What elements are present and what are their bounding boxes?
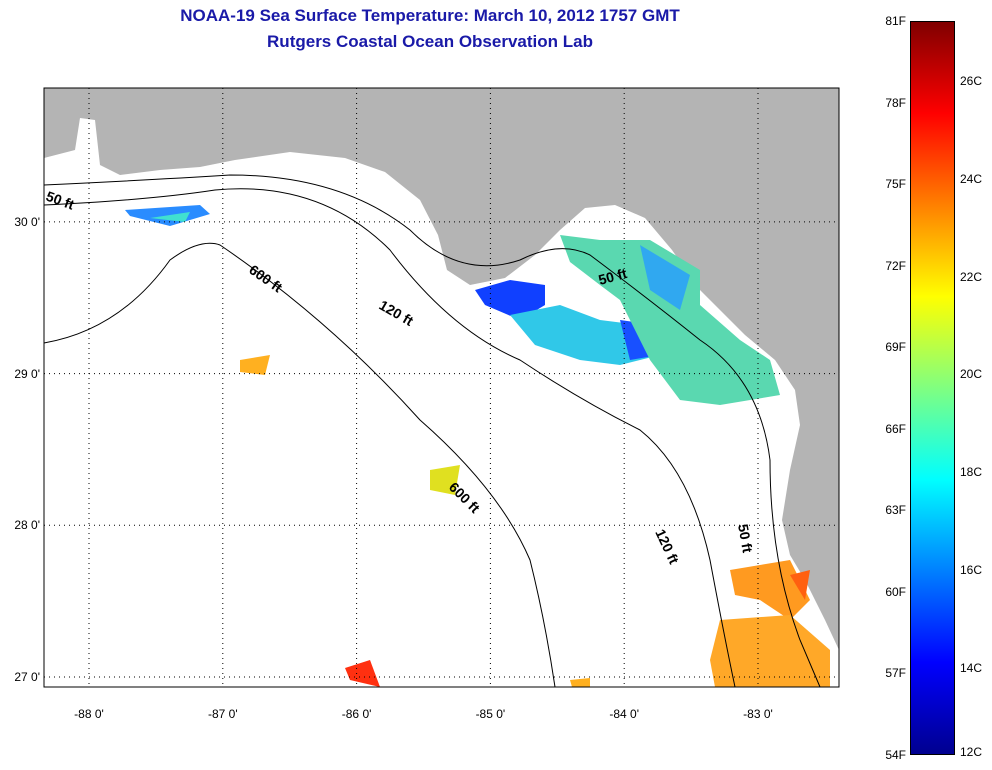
lat-tick-label: 28 0' — [14, 518, 40, 533]
colorbar-f-label: 72F — [885, 258, 906, 273]
map-subtitle: Rutgers Coastal Ocean Observation Lab — [267, 32, 593, 51]
colorbar-f-label: 66F — [885, 421, 906, 436]
colorbar-c-label: 20C — [960, 367, 983, 382]
colorbar-c-label: 24C — [960, 171, 983, 186]
colorbar-c-label: 14C — [960, 661, 983, 675]
colorbar-f-label: 69F — [885, 340, 906, 355]
contour-600ft — [43, 242, 556, 688]
lon-tick-label: -84 0' — [609, 707, 640, 721]
colorbar-c-label: 16C — [960, 563, 983, 578]
contour-label: 50 ft — [735, 523, 756, 554]
lat-tick-label: 29 0' — [14, 366, 40, 381]
colorbar-c-label: 26C — [960, 73, 983, 88]
map-title: NOAA-19 Sea Surface Temperature: March 1… — [180, 6, 680, 25]
colorbar-f-label: 63F — [885, 503, 906, 518]
lon-tick-label: -88 0' — [74, 707, 104, 721]
sst-patches — [125, 205, 830, 687]
map-frame — [43, 87, 840, 688]
colorbar-c-label: 22C — [960, 269, 983, 284]
colorbar-f-label: 60F — [885, 584, 906, 599]
land-area — [44, 88, 839, 650]
contour-120ft — [43, 188, 736, 688]
colorbar-c-label: 18C — [960, 465, 983, 480]
lat-tick-label: 30 0' — [14, 214, 40, 229]
colorbar-f-label: 54F — [885, 748, 906, 762]
lon-tick-label: -83 0' — [743, 707, 773, 721]
colorbar-f-label: 78F — [885, 95, 906, 110]
lat-tick-label: 27 0' — [14, 670, 40, 684]
depth-contours — [43, 174, 821, 688]
lon-tick-label: -87 0' — [207, 707, 238, 721]
colorbar-f-label: 75F — [885, 177, 906, 192]
colorbar-f-label: 81F — [885, 14, 906, 28]
contour-label: 50 ft — [597, 265, 629, 288]
lon-tick-label: -86 0' — [341, 707, 372, 721]
colorbar-f-label: 57F — [885, 666, 906, 681]
contour-50ft — [43, 174, 821, 688]
lon-tick-label: -85 0' — [475, 707, 506, 721]
temperature-colorbar — [910, 21, 955, 755]
colorbar-c-label: 12C — [960, 745, 983, 759]
